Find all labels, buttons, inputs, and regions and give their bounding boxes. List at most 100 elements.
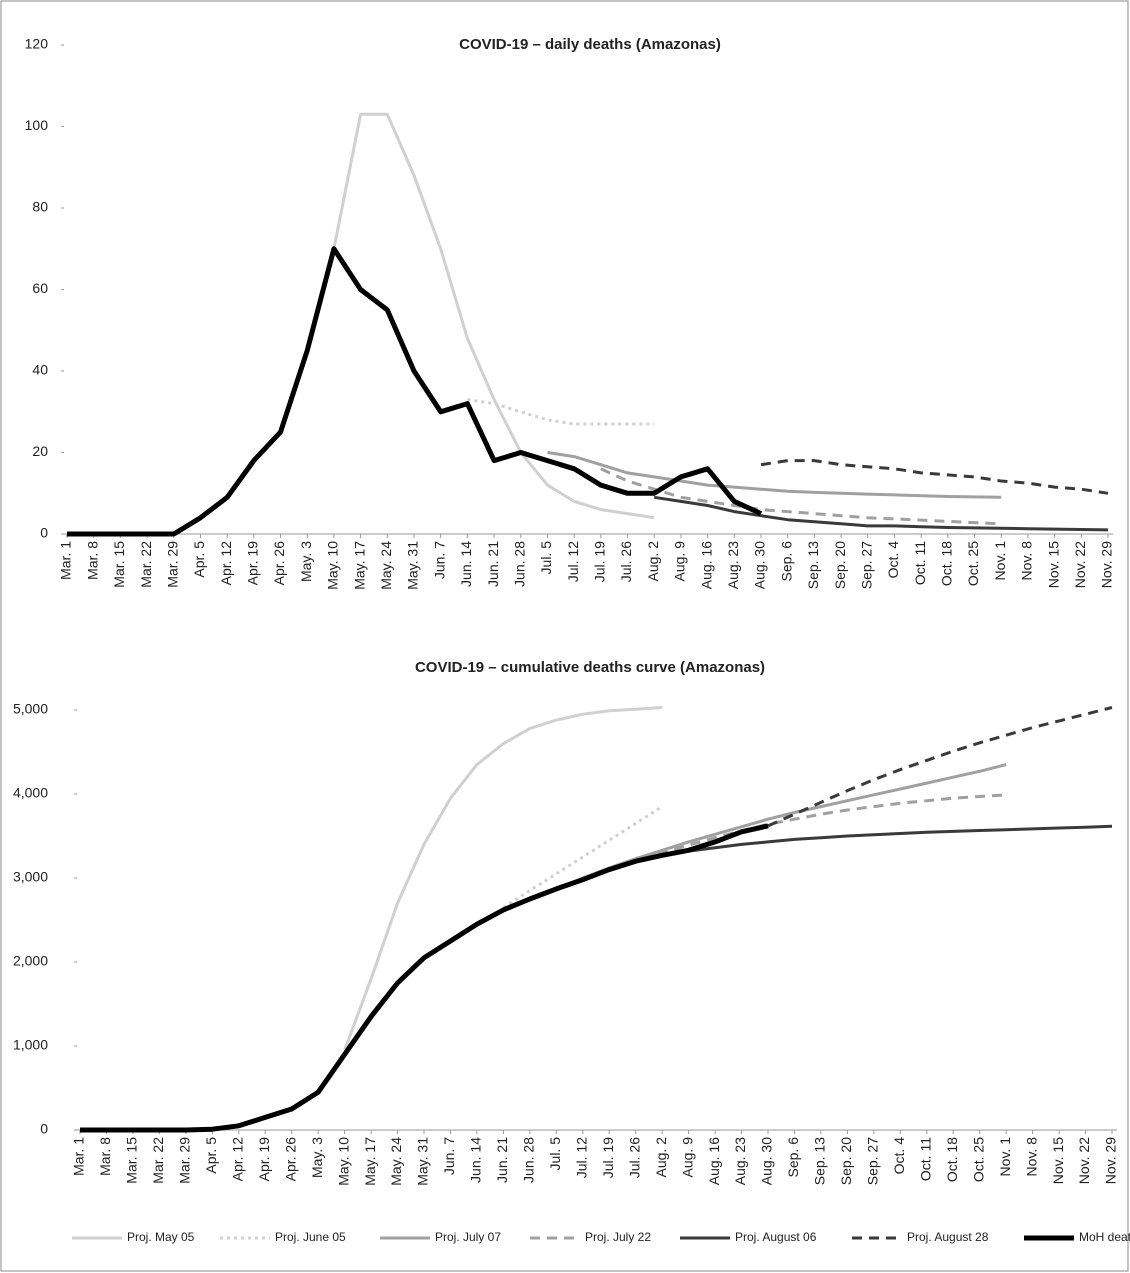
series-line (653, 495, 1109, 532)
x-tick-label: Mar. 1 (71, 1137, 87, 1176)
x-tick-label: Jul. 5 (547, 1137, 563, 1171)
x-tick-label: Nov. 22 (1072, 541, 1088, 588)
x-tick-label: Aug. 16 (698, 541, 714, 589)
legend-label: Proj. August 28 (907, 1230, 989, 1244)
x-tick-label: Mar. 22 (138, 541, 154, 588)
x-tick-label: Aug. 2 (653, 1137, 669, 1178)
series-line (343, 706, 663, 1051)
x-tick-label: Apr. 5 (191, 541, 207, 578)
x-tick-label: Jun. 14 (468, 1137, 484, 1183)
y-tick-label: 4,000 (13, 785, 48, 801)
x-tick-label: Jun. 28 (521, 1137, 537, 1183)
x-tick-label: Nov. 1 (997, 1137, 1013, 1177)
x-tick-label: Mar. 15 (111, 541, 127, 588)
x-tick-label: Mar. 15 (124, 1137, 140, 1184)
x-tick-label: Jul. 19 (592, 541, 608, 582)
x-tick-label: Aug. 30 (759, 1137, 775, 1185)
x-tick-label: Sep. 20 (838, 1137, 854, 1185)
y-tick-label: 60 (32, 280, 48, 296)
x-tick-label: Oct. 18 (939, 541, 955, 586)
x-tick-label: Jun. 14 (458, 541, 474, 587)
x-tick-label: Aug. 9 (679, 1137, 695, 1178)
x-tick-label: Oct. 4 (885, 541, 901, 579)
x-tick-label: May. 24 (378, 541, 394, 590)
x-tick-label: Oct. 11 (917, 1137, 933, 1181)
x-tick-label: Mar. 29 (177, 1137, 193, 1184)
x-tick-label: May. 3 (309, 1137, 325, 1178)
x-tick-label: Oct. 4 (891, 1137, 907, 1175)
x-tick-label: Nov. 8 (1023, 1137, 1039, 1177)
x-tick-label: Aug. 16 (706, 1137, 722, 1185)
series-line (600, 467, 1002, 526)
series-line (661, 824, 1113, 857)
x-tick-label: Sep. 13 (812, 1137, 828, 1185)
series-line (547, 451, 1002, 499)
x-tick-label: Sep. 20 (832, 541, 848, 589)
y-tick-label: 100 (25, 117, 49, 133)
x-tick-label: Sep. 6 (785, 1137, 801, 1178)
x-tick-label: Jul. 26 (618, 541, 634, 582)
x-tick-label: Aug. 23 (725, 541, 741, 589)
x-tick-label: Jul. 5 (538, 541, 554, 575)
x-tick-label: Jun. 21 (485, 541, 501, 587)
x-tick-label: May. 24 (388, 1137, 404, 1186)
x-tick-label: Nov. 22 (1076, 1137, 1092, 1184)
x-tick-label: May. 17 (351, 541, 367, 590)
x-tick-label: Aug. 30 (752, 541, 768, 589)
chart-title: COVID-19 – daily deaths (Amazonas) (459, 36, 721, 53)
legend-label: Proj. July 22 (585, 1230, 651, 1244)
x-tick-label: Jun. 7 (431, 541, 447, 579)
x-tick-label: May. 31 (405, 541, 421, 590)
x-tick-label: May. 10 (335, 1137, 351, 1186)
chart-title: COVID-19 – cumulative deaths curve (Amaz… (415, 659, 765, 676)
legend-label: Proj. August 06 (735, 1230, 817, 1244)
y-tick-label: 120 (25, 36, 49, 52)
y-tick-label: 20 (32, 443, 48, 459)
x-tick-label: Oct. 18 (944, 1137, 960, 1182)
x-tick-label: Oct. 25 (970, 1137, 986, 1182)
y-tick-label: 80 (32, 199, 48, 215)
x-tick-label: Jun. 21 (494, 1137, 510, 1183)
x-tick-label: May. 31 (415, 1137, 431, 1186)
y-tick-label: 5,000 (13, 701, 48, 717)
y-tick-label: 0 (40, 1121, 48, 1137)
series-line (332, 112, 655, 520)
x-tick-label: Apr. 12 (229, 1137, 245, 1182)
x-tick-label: Jun. 28 (511, 541, 527, 587)
x-tick-label: Jul. 12 (573, 1137, 589, 1178)
x-tick-label: Apr. 19 (245, 541, 261, 586)
x-tick-label: Jun. 7 (441, 1137, 457, 1175)
x-tick-label: Nov. 8 (1019, 541, 1035, 581)
series-line (760, 459, 1109, 495)
x-tick-label: Nov. 29 (1103, 1137, 1119, 1184)
x-tick-label: Sep. 27 (858, 541, 874, 589)
x-tick-label: Jul. 26 (626, 1137, 642, 1178)
x-tick-label: Nov. 15 (1050, 1137, 1066, 1184)
x-tick-label: Aug. 23 (732, 1137, 748, 1185)
series-line (67, 246, 763, 537)
x-tick-label: May. 10 (325, 541, 341, 590)
y-tick-label: 1,000 (13, 1037, 48, 1053)
series-line (80, 823, 769, 1133)
x-tick-label: Apr. 5 (203, 1137, 219, 1174)
x-tick-label: Sep. 27 (865, 1137, 881, 1185)
x-tick-label: Oct. 11 (912, 541, 928, 585)
y-tick-label: 0 (40, 525, 48, 541)
x-tick-label: Mar. 1 (58, 541, 74, 580)
x-tick-label: Aug. 2 (645, 541, 661, 582)
x-tick-label: Jul. 19 (600, 1137, 616, 1178)
x-tick-label: Apr. 26 (271, 541, 287, 586)
x-tick-label: May. 17 (362, 1137, 378, 1186)
series-line (502, 805, 664, 909)
x-tick-label: Aug. 9 (672, 541, 688, 582)
y-tick-label: 2,000 (13, 953, 48, 969)
x-tick-label: Mar. 8 (84, 541, 100, 580)
x-tick-label: Nov. 1 (992, 541, 1008, 581)
x-tick-label: Apr. 19 (256, 1137, 272, 1182)
x-tick-label: Sep. 13 (805, 541, 821, 589)
x-tick-label: Nov. 29 (1099, 541, 1115, 588)
x-tick-label: Nov. 15 (1045, 541, 1061, 588)
legend-label: MoH deaths (1079, 1230, 1130, 1244)
